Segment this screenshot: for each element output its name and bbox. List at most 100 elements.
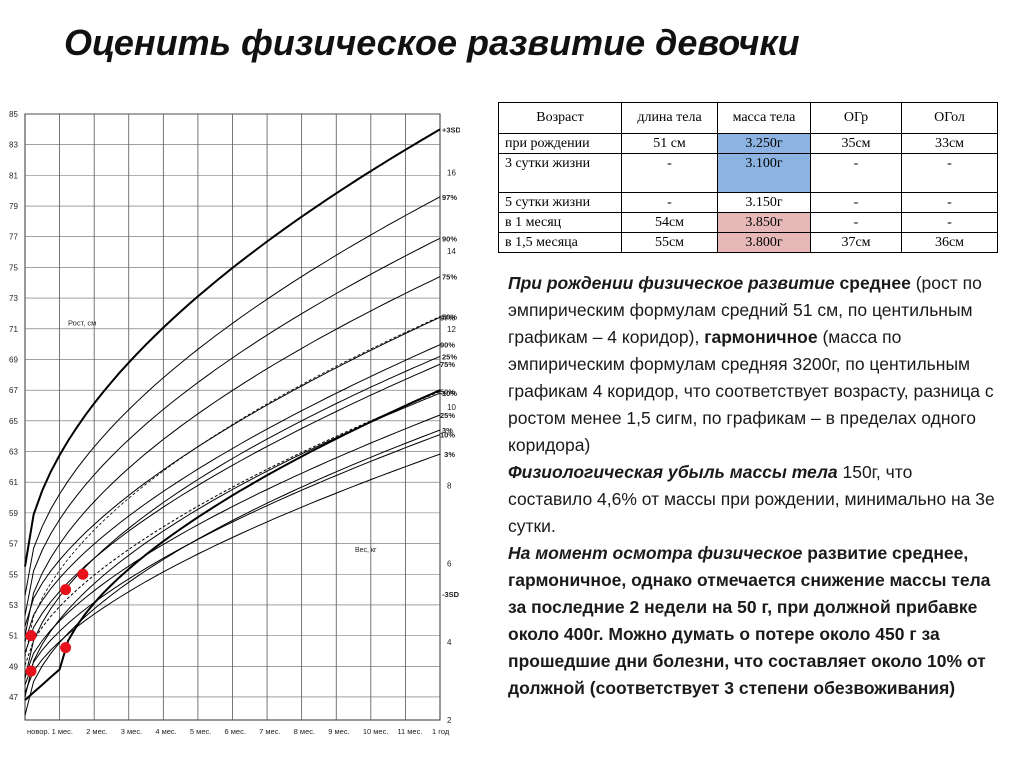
- height-point: [60, 584, 72, 596]
- height-tick-label: 65: [9, 417, 18, 426]
- age-tick-label: 11 мес.: [397, 727, 422, 736]
- table-row: 5 сутки жизни - 3.150г - -: [498, 192, 998, 213]
- text-plain: (масса по эмпирическим формулам средняя …: [508, 327, 994, 455]
- height-curve: [24, 389, 441, 701]
- cell-age: при рождении: [498, 133, 622, 154]
- header-mass: масса тела: [717, 102, 811, 134]
- cell-chest: 37см: [810, 232, 902, 253]
- height-tick-label: 61: [9, 478, 18, 487]
- assessment-text: При рождении физическое развитие среднее…: [508, 270, 998, 702]
- measurements-table: Возраст длина тела масса тела ОГр ОГол п…: [498, 102, 998, 253]
- chart-labels: 4749515355575961636567697173757779818385…: [9, 110, 460, 736]
- paragraph-at-birth: При рождении физическое развитие среднее…: [508, 270, 998, 459]
- header-length: длина тела: [621, 102, 718, 134]
- height-tick-label: 73: [9, 294, 18, 303]
- age-tick-label: 1 год: [432, 727, 450, 736]
- weight-tick-label: 14: [447, 247, 456, 256]
- height-tick-label: 49: [9, 662, 18, 671]
- weight-curve: [24, 453, 441, 693]
- weight-curve-label: 90%: [440, 341, 455, 350]
- height-tick-label: 53: [9, 601, 18, 610]
- height-curve-label: 10%: [442, 389, 457, 398]
- height-curve: [24, 276, 441, 636]
- height-point: [25, 630, 37, 642]
- weight-tick-label: 4: [447, 638, 452, 647]
- table-row: 3 сутки жизни - 3.100г - -: [498, 153, 998, 193]
- height-tick-label: 83: [9, 141, 18, 150]
- age-tick-label: 6 мес.: [225, 727, 246, 736]
- height-curve: [24, 196, 441, 596]
- age-tick-label: 7 мес.: [259, 727, 280, 736]
- height-tick-label: 63: [9, 448, 18, 457]
- paragraph-weight-loss: Физиологическая убыль массы тела 150г, ч…: [508, 459, 998, 540]
- cell-mass: 3.100г: [717, 153, 811, 193]
- age-tick-label: 2 мес.: [86, 727, 107, 736]
- cell-length: 51 см: [621, 133, 718, 154]
- weight-axis-label: Вес, кг: [355, 547, 377, 554]
- height-tick-label: 75: [9, 263, 18, 272]
- weight-curve: [24, 316, 441, 627]
- cell-head: 33см: [901, 133, 998, 154]
- text-bold: гармоничное: [704, 327, 818, 347]
- weight-curve-label: 75%: [440, 360, 455, 369]
- text-bold-italic: При рождении физическое развитие: [508, 273, 835, 293]
- age-tick-label: 9 мес.: [328, 727, 349, 736]
- height-tick-label: 69: [9, 355, 18, 364]
- cell-age: в 1 месяц: [498, 212, 622, 233]
- height-axis-label: Рост, см: [68, 319, 96, 328]
- weight-tick-label: 8: [447, 481, 452, 490]
- height-curve: [24, 237, 441, 616]
- text-bold: среднее: [834, 273, 911, 293]
- header-head: ОГол: [901, 102, 998, 134]
- height-curve-label: 25%: [442, 352, 457, 361]
- cell-mass: 3.150г: [717, 192, 811, 213]
- weight-curve: [24, 363, 441, 654]
- height-curve-label: 3%: [442, 426, 453, 435]
- cell-chest: -: [810, 212, 902, 233]
- height-curve-label: 90%: [442, 234, 457, 243]
- chart-grid: [24, 113, 441, 721]
- height-tick-label: 67: [9, 386, 18, 395]
- height-tick-label: 47: [9, 693, 18, 702]
- cell-mass: 3.250г: [717, 133, 811, 154]
- age-tick-label: 3 мес.: [121, 727, 142, 736]
- page-title: Оценить физическое развитие девочки: [64, 22, 800, 63]
- chart-points: [25, 568, 89, 677]
- weight-tick-label: 2: [447, 716, 452, 725]
- height-tick-label: 85: [9, 110, 18, 119]
- weight-tick-label: 16: [447, 169, 456, 178]
- height-curve: [24, 316, 441, 658]
- cell-mass: 3.850г: [717, 212, 811, 233]
- height-curve-label: 50%: [442, 313, 457, 322]
- cell-length: -: [621, 153, 718, 193]
- height-tick-label: 79: [9, 202, 18, 211]
- text-plain: (рост по эмпирическим формулам средний 5…: [508, 273, 982, 347]
- height-curve-label: 75%: [442, 273, 457, 282]
- weight-curve-label: 25%: [440, 411, 455, 420]
- header-age: Возраст: [498, 102, 622, 134]
- cell-chest: -: [810, 153, 902, 193]
- weight-curve: [24, 391, 441, 666]
- text-bold: развитие среднее, гармоничное, однако от…: [508, 543, 991, 698]
- growth-chart: 4749515355575961636567697173757779818385…: [9, 110, 460, 736]
- cell-head: -: [901, 153, 998, 193]
- cell-head: -: [901, 212, 998, 233]
- height-tick-label: 71: [9, 325, 18, 334]
- table-header-row: Возраст длина тела масса тела ОГр ОГол: [498, 102, 998, 134]
- weight-curve: [24, 344, 441, 642]
- cell-age: 3 сутки жизни: [498, 153, 622, 193]
- height-tick-label: 51: [9, 632, 18, 641]
- text-bold-italic: На момент осмотра физическое: [508, 543, 803, 563]
- weight-tick-label: 12: [447, 325, 456, 334]
- height-point: [77, 568, 89, 580]
- cell-age: 5 сутки жизни: [498, 192, 622, 213]
- height-tick-label: 77: [9, 233, 18, 242]
- weight-curve-label: 97%: [440, 313, 455, 322]
- cell-length: 54см: [621, 212, 718, 233]
- age-tick-label: 10 мес.: [363, 727, 389, 736]
- age-tick-label: 1 мес.: [52, 727, 73, 736]
- cell-length: -: [621, 192, 718, 213]
- height-tick-label: 81: [9, 171, 18, 180]
- chart-curves: [24, 128, 441, 716]
- weight-tick-label: 10: [447, 403, 456, 412]
